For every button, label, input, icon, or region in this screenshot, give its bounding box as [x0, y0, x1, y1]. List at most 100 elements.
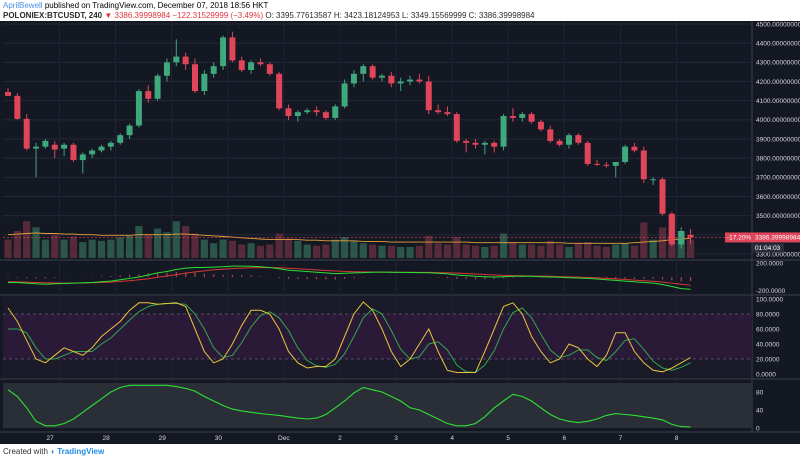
- volume-bar: [125, 235, 134, 258]
- candle-body: [397, 81, 404, 84]
- lower-tick-label: 0: [756, 425, 760, 432]
- candle-body: [322, 112, 329, 118]
- stoch-tick-label: 20.0000: [756, 356, 780, 363]
- stoch-tick-label: 80.0000: [756, 311, 780, 318]
- volume-bar: [32, 227, 40, 258]
- price-tick-label: 3500.00000000: [756, 213, 800, 220]
- volume-bar: [238, 244, 246, 258]
- time-tick-label: 28: [103, 435, 111, 442]
- candle-body: [14, 95, 21, 119]
- price-tick-label: 4500.00000000: [756, 21, 800, 28]
- candle-body: [117, 135, 124, 143]
- volume-bar: [556, 244, 564, 258]
- volume-bar: [453, 237, 461, 258]
- volume-bar: [163, 232, 171, 258]
- volume-bar: [312, 245, 321, 258]
- volume-bar: [219, 239, 227, 258]
- volume-bar: [51, 234, 59, 258]
- ohlc-values: O: 3395.77613587 H: 3423.18124953 L: 334…: [265, 11, 535, 20]
- author-link[interactable]: AprilBewell: [3, 1, 43, 10]
- candle-body: [42, 140, 49, 147]
- time-tick-label: 27: [46, 435, 54, 442]
- volume-bar: [443, 244, 452, 258]
- volume-bar: [331, 239, 339, 258]
- macd-tick-label: 200.0000: [756, 261, 783, 268]
- candle-body: [220, 37, 227, 67]
- candle-body: [612, 162, 619, 166]
- candle-body: [126, 125, 133, 136]
- volume-bar: [23, 221, 31, 258]
- candle-body: [182, 56, 189, 65]
- candle-body: [79, 154, 86, 161]
- candle-body: [603, 164, 610, 166]
- candle-body: [294, 112, 301, 116]
- candle-body: [528, 114, 535, 122]
- stoch-k-line: [7, 301, 691, 373]
- candle-body: [285, 108, 292, 116]
- current-price-badge: [752, 232, 800, 243]
- time-tick-label: 4: [450, 435, 454, 442]
- candle-body: [566, 135, 572, 145]
- time-tick-label: 6: [563, 435, 567, 442]
- candle-body: [51, 144, 58, 150]
- volume-bar: [69, 236, 78, 258]
- volume-bar: [107, 239, 115, 258]
- footer: Created with ◖ TradingView: [3, 447, 104, 456]
- time-tick-label: 8: [675, 435, 679, 442]
- candle-body: [163, 62, 170, 76]
- volume-bar: [359, 243, 367, 258]
- volume-bar: [640, 222, 648, 258]
- stoch-tick-label: 0.0000: [756, 371, 776, 378]
- volume-bar: [490, 245, 498, 258]
- volume-bar: [499, 233, 508, 258]
- ohlc-line: POLONIEX:BTCUSDT, 240 ▼ 3386.39998984 −1…: [3, 11, 535, 21]
- candle-body: [594, 163, 601, 165]
- candle-body: [61, 144, 68, 149]
- candle-body: [5, 92, 11, 96]
- tradingview-brand[interactable]: TradingView: [57, 447, 105, 456]
- symbol-label[interactable]: POLONIEX:BTCUSDT, 240: [3, 11, 103, 20]
- volume-bar: [602, 246, 610, 258]
- volume-bar: [462, 244, 470, 258]
- volume-bar: [341, 237, 349, 258]
- candle-body: [463, 140, 470, 143]
- volume-bar: [88, 239, 96, 258]
- candle-body: [491, 142, 498, 147]
- price-tick-label: 3900.00000000: [756, 136, 800, 143]
- candle-body: [173, 56, 180, 63]
- last-price: 3386.39998984: [114, 11, 171, 20]
- volume-bar: [79, 242, 87, 258]
- candle-body: [238, 60, 245, 70]
- volume-bar: [593, 245, 601, 258]
- candle-body: [640, 150, 647, 180]
- volume-bar: [97, 240, 106, 258]
- candle-body: [631, 146, 638, 151]
- candle-body: [388, 75, 395, 84]
- candle-body: [547, 129, 554, 141]
- volume-bar: [481, 246, 489, 258]
- price-change-badge: [725, 232, 752, 243]
- price-tick-label: 4000.00000000: [756, 117, 800, 124]
- volume-bar: [135, 226, 143, 258]
- candle-body: [360, 66, 367, 74]
- candle-body: [472, 142, 479, 145]
- volume-bar: [415, 245, 423, 258]
- candle-body: [23, 118, 30, 149]
- volume-bar: [154, 228, 162, 258]
- candle-body: [444, 112, 451, 115]
- price-tick-label: 3700.00000000: [756, 175, 800, 182]
- volume-bar: [509, 242, 517, 258]
- volume-bar: [210, 243, 218, 258]
- candle-body: [135, 91, 142, 126]
- candle-body: [407, 79, 414, 82]
- candle-body: [70, 144, 77, 161]
- volume-bar: [144, 234, 152, 258]
- volume-bar: [565, 246, 573, 258]
- candle-body: [145, 91, 152, 99]
- time-tick-label: Dec: [278, 435, 290, 442]
- candle-body: [519, 114, 526, 118]
- volume-bar: [378, 245, 386, 258]
- candle-body: [313, 110, 320, 113]
- candle-body: [229, 37, 236, 61]
